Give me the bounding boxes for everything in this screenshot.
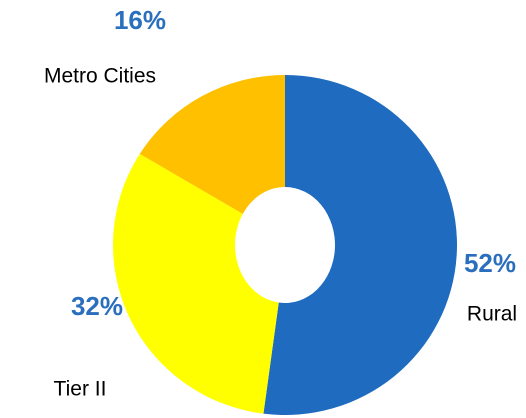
donut-slice bbox=[263, 75, 457, 415]
value-label: 16% bbox=[114, 5, 166, 35]
donut-slice bbox=[139, 74, 285, 214]
category-label: Rural bbox=[467, 303, 517, 326]
donut-slice bbox=[113, 153, 279, 414]
category-label: Tier II bbox=[54, 378, 107, 401]
value-label: 32% bbox=[71, 291, 123, 321]
category-label: Metro Cities bbox=[44, 65, 156, 88]
value-label: 52% bbox=[464, 248, 516, 278]
